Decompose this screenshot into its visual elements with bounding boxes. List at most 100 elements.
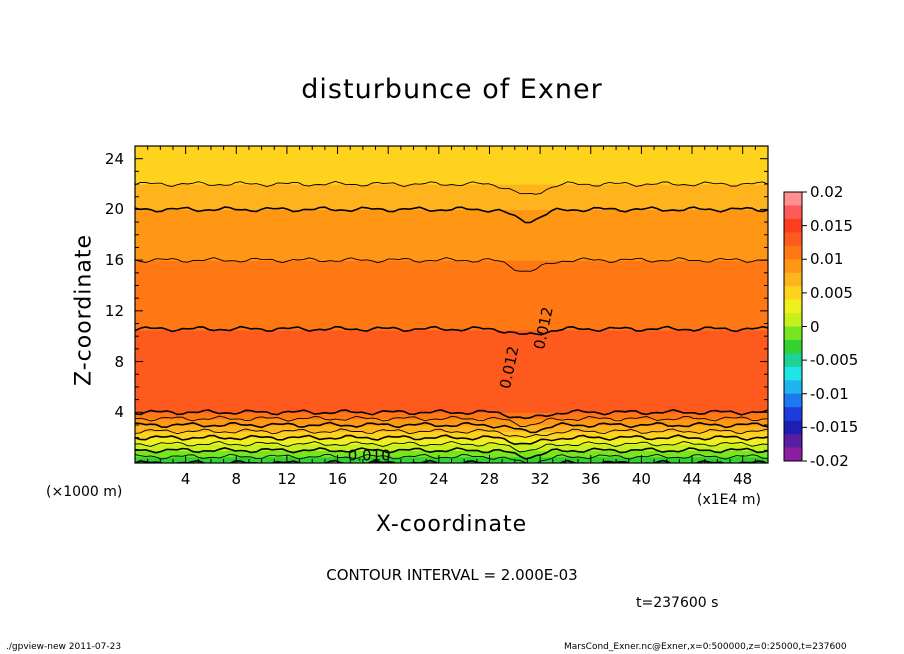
colorbar-segment <box>784 192 802 206</box>
colorbar-segment <box>784 326 802 341</box>
colorbar-segment <box>784 299 802 314</box>
colorbar-segment <box>784 407 802 422</box>
heatmap-band <box>135 393 768 398</box>
colorbar-segment <box>784 420 802 435</box>
heatmap-band <box>135 165 768 169</box>
heatmap-band <box>135 333 768 337</box>
colorbar-label: 0.02 <box>810 183 844 201</box>
heatmap-band <box>135 269 768 274</box>
x-tick-label: 16 <box>328 470 348 488</box>
x-tick-label: 28 <box>479 470 500 488</box>
colorbar-label: -0.01 <box>810 384 849 403</box>
x-tick-label: 20 <box>378 470 398 488</box>
contour-line <box>135 408 768 420</box>
x-tick-marks <box>147 146 756 463</box>
heatmap-band <box>135 440 768 445</box>
heatmap-band <box>135 158 768 163</box>
x-tick-label: 32 <box>530 470 550 488</box>
heatmap-band <box>135 339 768 344</box>
heatmap-band <box>135 443 768 448</box>
heatmap-band <box>135 342 768 347</box>
heatmap-band <box>135 152 768 157</box>
heatmap-band <box>135 180 768 185</box>
heatmap-band <box>135 266 768 271</box>
heatmap-band <box>135 390 768 394</box>
contour-line <box>135 325 768 336</box>
y-tick-label: 16 <box>104 251 124 270</box>
heatmap-band <box>135 396 768 401</box>
contour-interval-text: CONTOUR INTERVAL = 2.000E-03 <box>326 566 578 584</box>
colorbar-label: -0.005 <box>810 351 859 370</box>
heatmap-band <box>135 377 768 382</box>
heatmap-band <box>135 260 768 264</box>
colorbar <box>783 191 807 462</box>
heatmap-band <box>135 304 768 309</box>
contour-label: 0.010 <box>348 446 391 464</box>
heatmap-band <box>135 171 768 176</box>
heatmap-band <box>135 298 768 302</box>
heatmap-band <box>135 447 768 451</box>
heatmap-band <box>135 352 768 356</box>
contour-line <box>135 415 768 427</box>
contour-line <box>135 206 768 224</box>
heatmap-band <box>135 326 768 331</box>
y-tick-marks <box>135 158 768 451</box>
heatmap-band <box>135 288 768 293</box>
colorbar-segment <box>784 339 802 354</box>
heatmap-band <box>135 231 768 236</box>
y-tick-label: 8 <box>114 352 124 371</box>
heatmap-band <box>135 399 768 404</box>
heatmap-band <box>135 418 768 423</box>
heatmap-band <box>135 272 768 277</box>
heatmap-band <box>135 428 768 432</box>
heatmap-band <box>135 199 768 204</box>
x-tick-label: 8 <box>231 470 242 488</box>
heatmap-band <box>135 358 768 363</box>
contour-line <box>135 257 768 272</box>
colorbar-segment <box>784 286 802 301</box>
x-tick-label: 4 <box>180 470 191 488</box>
heatmap-band <box>135 434 768 439</box>
footer-left: ./gpview-new 2011-07-23 <box>6 642 122 652</box>
heatmap-band <box>135 364 768 369</box>
colorbar-label: 0.005 <box>810 283 853 302</box>
heatmap-band <box>135 222 768 226</box>
colorbar-segment <box>784 259 802 274</box>
heatmap-band <box>135 374 768 379</box>
contour-line <box>135 428 768 438</box>
heatmap-band <box>135 184 768 188</box>
y-tick-label: 20 <box>104 200 124 219</box>
heatmap-band <box>135 250 768 255</box>
heatmap-band <box>135 320 768 325</box>
contour-line <box>135 446 768 460</box>
colorbar-segment <box>784 380 802 395</box>
heatmap-band <box>135 209 768 214</box>
heatmap-band <box>135 244 768 249</box>
x-tick-label: 36 <box>581 470 601 488</box>
colorbar-label: 0.01 <box>810 250 844 269</box>
footer-right: MarsCond_Exner.nc@Exner,x=0:500000,z=0:2… <box>564 642 847 652</box>
heatmap-band <box>135 234 768 239</box>
heatmap-band <box>135 253 768 258</box>
contour-line <box>135 421 768 434</box>
x-scale-label: (x1E4 m) <box>697 492 761 508</box>
heatmap-band <box>135 301 768 306</box>
heatmap-band <box>135 285 768 290</box>
heatmap-band <box>135 215 768 220</box>
y-tick-label: 24 <box>104 149 124 168</box>
heatmap-band <box>135 415 768 420</box>
heatmap-band <box>135 453 768 458</box>
heatmap-band <box>135 355 768 359</box>
colorbar-label: 0 <box>810 317 820 336</box>
y-tick-label: 4 <box>114 403 124 422</box>
heatmap-band <box>135 307 768 312</box>
heatmap-band <box>135 348 768 353</box>
colorbar-segment <box>784 232 802 247</box>
heatmap-band <box>135 317 768 321</box>
heatmap-band <box>135 196 768 201</box>
y-axis-label: Z-coordinate <box>71 234 97 386</box>
heatmap-band <box>135 361 768 366</box>
heatmap-band <box>135 421 768 426</box>
heatmap-band <box>135 386 768 391</box>
